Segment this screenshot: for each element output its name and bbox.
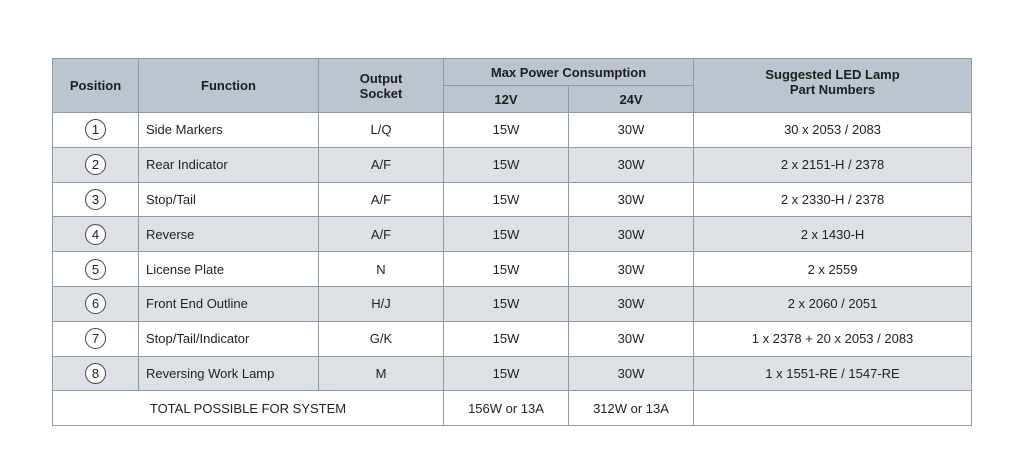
function-cell: Rear Indicator: [138, 146, 319, 183]
header-position: Position: [52, 58, 139, 113]
output-socket-cell: L/Q: [318, 112, 444, 148]
table-row: 4 Reverse A/F 15W 30W 2 x 1430-H: [52, 216, 973, 253]
position-number: 6: [85, 293, 106, 315]
function-cell: Front End Outline: [138, 285, 319, 322]
position-number: 2: [85, 154, 106, 176]
table-row: 2 Rear Indicator A/F 15W 30W 2 x 2151-H / 237…: [52, 146, 973, 183]
position-number: 5: [85, 258, 106, 280]
function-cell: Reversing Work Lamp: [138, 355, 319, 392]
total-24v: 312W or 13A: [567, 390, 695, 427]
output-socket-cell: G/K: [318, 320, 444, 357]
power-24v-cell: 30W: [567, 251, 695, 287]
position-cell: 6: [52, 285, 139, 322]
power-24v-cell: 30W: [567, 146, 695, 183]
total-row: TOTAL POSSIBLE FOR SYSTEM 156W or 13A 312W…: [52, 390, 973, 427]
table-row: 1 Side Markers L/Q 15W 30W 30 x 2053 / 2083: [52, 112, 973, 148]
led-parts-cell: 30 x 2053 / 2083: [693, 112, 973, 148]
header-24v: 24V: [567, 85, 695, 113]
output-socket-cell: N: [318, 251, 444, 287]
function-cell: Side Markers: [138, 112, 319, 148]
power-12v-cell: 15W: [443, 112, 569, 148]
output-socket-cell: M: [318, 355, 444, 392]
position-cell: 5: [52, 251, 139, 287]
position-cell: 1: [52, 112, 139, 148]
total-label: TOTAL POSSIBLE FOR SYSTEM: [52, 390, 444, 427]
position-cell: 7: [52, 320, 139, 357]
table-row: 6 Front End Outline H/J 15W 30W 2 x 2060 / 20…: [52, 285, 973, 322]
position-cell: 4: [52, 216, 139, 253]
led-parts-cell: 2 x 2559: [693, 251, 973, 287]
power-24v-cell: 30W: [567, 181, 695, 218]
led-parts-cell: 2 x 2060 / 2051: [693, 285, 973, 322]
position-cell: 3: [52, 181, 139, 218]
position-number: 3: [85, 188, 106, 210]
table-row: 5 License Plate N 15W 30W 2 x 2559: [52, 251, 973, 287]
header-function: Function: [138, 58, 319, 113]
position-number: 7: [85, 328, 106, 350]
led-parts-cell: 2 x 2330-H / 2378: [693, 181, 973, 218]
table-row: 3 Stop/Tail A/F 15W 30W 2 x 2330-H / 2378: [52, 181, 973, 218]
total-empty: [693, 390, 973, 427]
power-table: Position Function Output Socket Max Powe…: [52, 58, 973, 427]
power-24v-cell: 30W: [567, 285, 695, 322]
total-12v: 156W or 13A: [443, 390, 569, 427]
output-socket-cell: A/F: [318, 146, 444, 183]
function-cell: Stop/Tail: [138, 181, 319, 218]
position-number: 1: [85, 119, 106, 141]
position-number: 4: [85, 223, 106, 245]
header-12v: 12V: [443, 85, 569, 113]
header-output-socket: Output Socket: [318, 58, 444, 113]
led-parts-cell: 1 x 2378 + 20 x 2053 / 2083: [693, 320, 973, 357]
output-socket-cell: A/F: [318, 181, 444, 218]
table-body: 1 Side Markers L/Q 15W 30W 30 x 2053 / 2083 2 R…: [52, 112, 973, 427]
power-12v-cell: 15W: [443, 251, 569, 287]
led-parts-cell: 2 x 1430-H: [693, 216, 973, 253]
table-row: 8 Reversing Work Lamp M 15W 30W 1 x 1551-RE /…: [52, 355, 973, 392]
power-12v-cell: 15W: [443, 285, 569, 322]
power-12v-cell: 15W: [443, 320, 569, 357]
led-parts-cell: 1 x 1551-RE / 1547-RE: [693, 355, 973, 392]
power-12v-cell: 15W: [443, 216, 569, 253]
power-12v-cell: 15W: [443, 181, 569, 218]
power-24v-cell: 30W: [567, 355, 695, 392]
power-24v-cell: 30W: [567, 320, 695, 357]
power-12v-cell: 15W: [443, 146, 569, 183]
output-socket-cell: H/J: [318, 285, 444, 322]
position-number: 8: [85, 362, 106, 384]
function-cell: License Plate: [138, 251, 319, 287]
power-24v-cell: 30W: [567, 216, 695, 253]
power-12v-cell: 15W: [443, 355, 569, 392]
output-socket-cell: A/F: [318, 216, 444, 253]
led-parts-cell: 2 x 2151-H / 2378: [693, 146, 973, 183]
position-cell: 2: [52, 146, 139, 183]
table-row: 7 Stop/Tail/Indicator G/K 15W 30W 1 x 2378 + …: [52, 320, 973, 357]
function-cell: Reverse: [138, 216, 319, 253]
function-cell: Stop/Tail/Indicator: [138, 320, 319, 357]
position-cell: 8: [52, 355, 139, 392]
header-max-power: Max Power Consumption: [442, 58, 695, 86]
header-led-parts: Suggested LED Lamp Part Numbers: [693, 58, 973, 113]
power-24v-cell: 30W: [567, 112, 695, 148]
